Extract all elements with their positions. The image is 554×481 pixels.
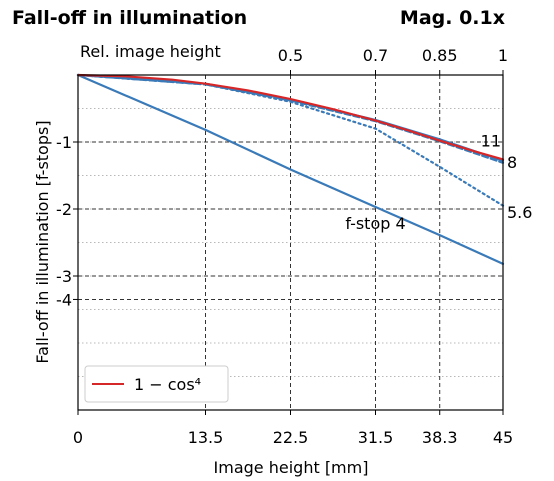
grid (78, 75, 503, 410)
x-tick-label: 13.5 (188, 428, 224, 447)
top-axis-label: Rel. image height (80, 42, 221, 61)
y-tick-label: -2 (56, 200, 72, 219)
series-annotation: 8 (507, 153, 517, 172)
top-tick-label: 1 (498, 46, 508, 65)
x-axis-label: Image height [mm] (214, 458, 369, 477)
annotations: 11 8 5.6 f-stop 4 (345, 132, 532, 233)
y-ticks: -1 -2 -3 -4 (56, 133, 78, 309)
top-ticks: 0.5 0.7 0.85 1 (278, 46, 508, 75)
chart-title: Fall-off in illumination (12, 7, 247, 29)
series-lines (76, 73, 505, 265)
y-tick-label: -1 (56, 133, 72, 152)
x-ticks: 0 13.5 22.5 31.5 38.3 45 (73, 410, 513, 447)
x-tick-label: 22.5 (273, 428, 309, 447)
top-tick-label: 0.85 (422, 46, 458, 65)
x-tick-label: 38.3 (422, 428, 458, 447)
legend: 1 − cos⁴ (84, 365, 229, 403)
legend-box (84, 365, 229, 403)
y-tick-label: -4 (56, 290, 72, 309)
x-tick-label: 31.5 (358, 428, 394, 447)
series-line (76, 73, 505, 161)
series-annotation: 5.6 (507, 203, 532, 222)
series-annotation: f-stop 4 (345, 214, 405, 233)
legend-label: 1 − cos⁴ (134, 375, 201, 394)
chart-magnification: Mag. 0.1x (400, 7, 505, 29)
series-line (76, 73, 505, 207)
top-tick-label: 0.7 (363, 46, 388, 65)
x-tick-label: 0 (73, 428, 83, 447)
series-line (76, 73, 505, 265)
y-tick-label: -3 (56, 267, 72, 286)
series-annotation: 11 (481, 132, 501, 151)
top-tick-label: 0.5 (278, 46, 303, 65)
x-tick-label: 45 (493, 428, 513, 447)
y-axis-label: Fall-off in illumination [f-stops] (33, 120, 52, 363)
